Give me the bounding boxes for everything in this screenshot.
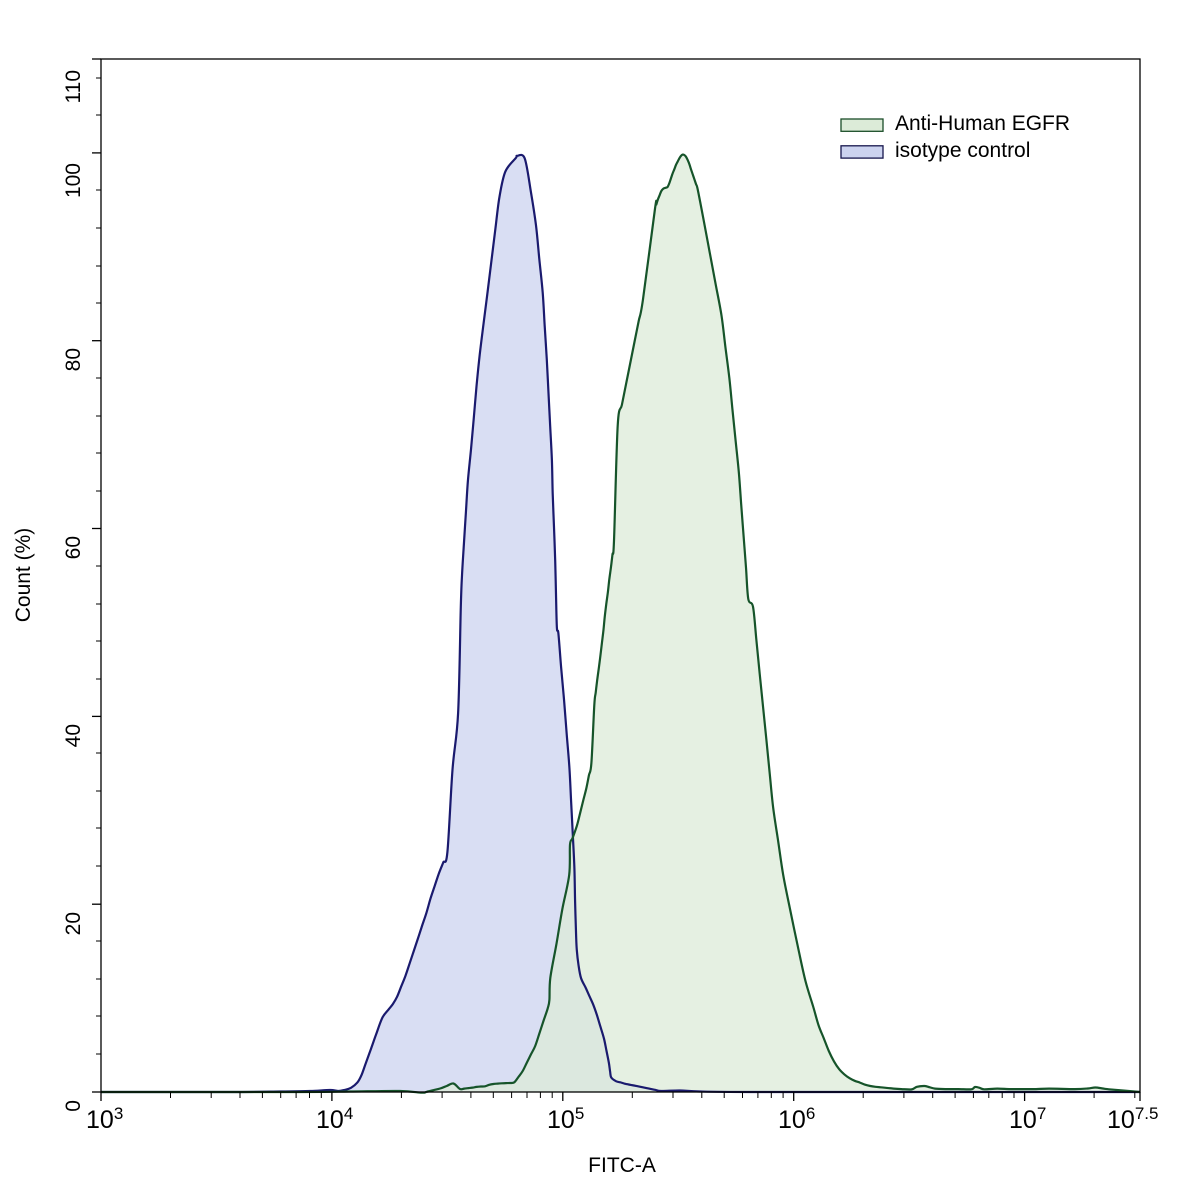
svg-text:40: 40 <box>62 724 85 747</box>
svg-text:isotype control: isotype control <box>895 139 1030 162</box>
svg-text:103: 103 <box>86 1104 123 1134</box>
svg-text:20: 20 <box>62 912 85 935</box>
svg-text:0: 0 <box>62 1100 85 1112</box>
svg-text:105: 105 <box>547 1104 584 1134</box>
svg-text:60: 60 <box>62 536 85 559</box>
svg-text:107: 107 <box>1009 1104 1046 1134</box>
svg-text:Count (%): Count (%) <box>12 528 35 623</box>
svg-text:100: 100 <box>62 163 85 198</box>
svg-text:80: 80 <box>62 348 85 371</box>
svg-text:104: 104 <box>316 1104 353 1134</box>
svg-text:Anti-Human EGFR: Anti-Human EGFR <box>895 112 1070 135</box>
svg-text:110: 110 <box>62 70 85 103</box>
svg-text:106: 106 <box>778 1104 815 1134</box>
svg-text:FITC-A: FITC-A <box>588 1154 656 1177</box>
svg-text:107.5: 107.5 <box>1107 1104 1158 1134</box>
